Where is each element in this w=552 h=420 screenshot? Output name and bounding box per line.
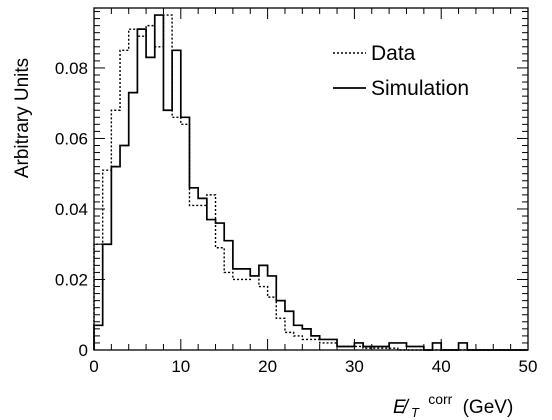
axis-ticks [93,8,529,351]
series-data-line [93,14,528,351]
x-axis-title-unit: (GeV) [463,397,514,418]
x-tick-label: 40 [432,357,451,376]
tick-labels: 0 10 20 30 40 50 0 0.02 0.04 0.06 0.08 [55,59,538,376]
x-axis-title-sub: T [411,405,420,420]
legend: Data Simulation [333,42,469,100]
x-tick-label: 10 [171,357,190,376]
x-axis-title-main: E̸ [393,397,410,418]
legend-data-label: Data [371,42,416,65]
y-tick-label: 0.08 [55,59,88,78]
x-tick-label: 50 [519,357,538,376]
plot-frame [93,7,529,351]
x-tick-label: 30 [345,357,364,376]
series-simulation-line [93,14,528,351]
x-tick-label: 20 [258,357,277,376]
y-axis-title: Arbitrary Units [12,58,33,178]
x-tick-label: 0 [89,357,98,376]
y-tick-label: 0 [79,341,88,360]
legend-simulation-label: Simulation [371,77,469,100]
x-axis-title: E̸ T corr (GeV) [393,388,513,420]
series-layer [93,14,528,351]
y-tick-label: 0.06 [55,129,88,148]
x-axis-title-sup: corr [428,391,452,407]
y-tick-label: 0.04 [55,200,88,219]
y-tick-label: 0.02 [55,270,88,289]
